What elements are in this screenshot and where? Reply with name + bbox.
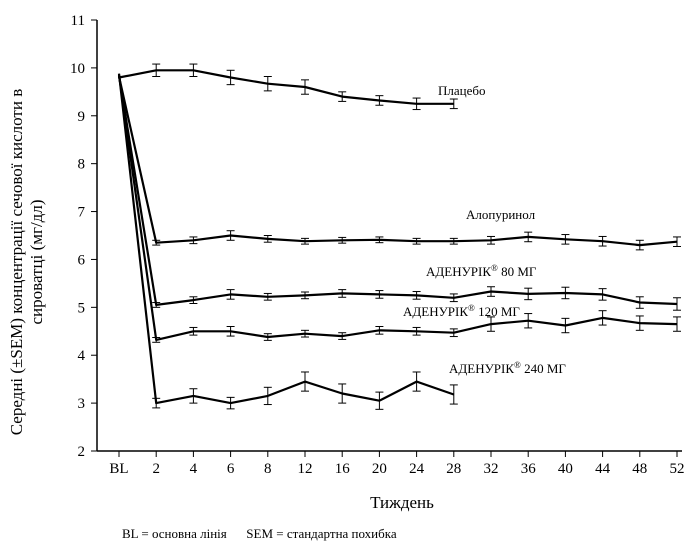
y-axis-title-line-1: Середні (±SEM) концентрації сечової кисл… [7, 89, 26, 435]
x-tick-label: BL [109, 461, 128, 477]
y-tick-label: 2 [78, 444, 86, 460]
x-tick-label: 32 [484, 461, 499, 477]
y-tick-label: 3 [78, 396, 86, 412]
x-tick-label: 44 [595, 461, 611, 477]
y-tick-label: 7 [78, 205, 86, 221]
y-tick-label: 11 [71, 13, 85, 29]
x-tick-label: 28 [446, 461, 461, 477]
footnote: BL = основна лінія SEM = стандартна похи… [122, 526, 397, 541]
series-labels: Плацебо Алопуринол АДЕНУРІК® 80 МГ АДЕНУРІК… [403, 83, 566, 376]
x-tick-label: 12 [298, 461, 313, 477]
series-line [117, 74, 678, 341]
x-tick-label: 48 [632, 461, 647, 477]
y-axis-title-line-2: сироватці (мг/дл) [27, 200, 46, 325]
series-label: АДЕНУРІК® 240 МГ [449, 360, 566, 376]
y-tick-label: 6 [78, 252, 86, 268]
y-tick-label: 4 [78, 348, 86, 364]
series-line [117, 76, 678, 247]
x-tick-label: 6 [227, 461, 235, 477]
series-label: Алопуринол [466, 207, 536, 222]
x-tick-label: 36 [521, 461, 537, 477]
x-tick-label: 4 [190, 461, 198, 477]
series-label: Плацебо [438, 83, 486, 98]
x-tick-label: 16 [335, 461, 351, 477]
series-label: АДЕНУРІК® 120 МГ [403, 303, 520, 319]
y-tick-label: 5 [78, 300, 86, 316]
x-tick-label: 52 [670, 461, 685, 477]
x-tick-label: 20 [372, 461, 387, 477]
series-line [117, 73, 455, 405]
y-tick-label: 10 [70, 61, 85, 77]
x-tick-label: 2 [152, 461, 160, 477]
y-tick-label: 8 [78, 157, 86, 173]
series-label: АДЕНУРІК® 80 МГ [426, 263, 537, 279]
series-line [118, 69, 454, 105]
y-tick-label: 9 [78, 109, 86, 125]
x-tick-label: 40 [558, 461, 573, 477]
series-line [117, 75, 678, 306]
x-tick-label: 24 [409, 461, 425, 477]
x-tick-label: 8 [264, 461, 272, 477]
plot-area [117, 63, 681, 410]
x-axis-title: Тиждень [370, 493, 434, 512]
